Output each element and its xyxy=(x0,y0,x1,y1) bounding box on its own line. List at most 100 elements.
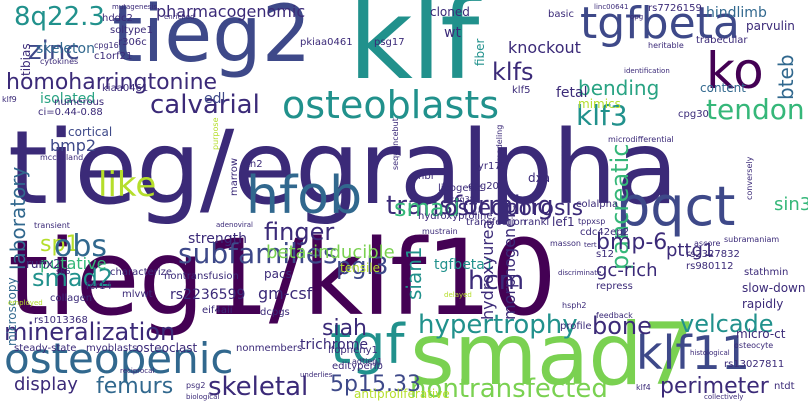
word-hcm: hcm xyxy=(468,266,525,296)
word-mutagenesis: mutagenesis xyxy=(112,3,158,11)
word-hindlimb: hindlimb xyxy=(706,5,767,21)
word-reciprocal: reciprocal xyxy=(120,367,155,375)
word-pharmacogenomic: pharmacogenomic xyxy=(156,2,306,21)
word-perimeter: perimeter xyxy=(660,374,769,399)
word-mcclelland: mcclelland xyxy=(40,153,84,162)
word-klf: klf xyxy=(348,0,479,105)
word-putative: putative xyxy=(40,254,107,273)
word-tgfbeta1: tgfbeta1 xyxy=(434,257,494,273)
word-feedback: feedback xyxy=(596,311,633,320)
word-stathmin: stathmin xyxy=(744,267,789,278)
word-dcpgs: dcpgs xyxy=(260,307,290,318)
word-nontransfusion: nontransfusion xyxy=(164,271,239,282)
word-skeleton: skeleton xyxy=(36,41,95,57)
word-smad7: smad7 xyxy=(410,305,697,404)
word-rs2236599: rs2236599 xyxy=(170,287,246,303)
word-tensile: tensile xyxy=(340,261,380,275)
word-gc-rich: gc-rich xyxy=(596,260,658,281)
word-subfamilies: subfamilies xyxy=(178,237,338,270)
word-tgfbeta: tgfbeta xyxy=(580,0,740,49)
word-conversely: conversely xyxy=(745,156,754,200)
word-soltype1: soltype1 xyxy=(110,25,153,36)
word-homoharringtonine: homoharringtonine xyxy=(6,70,218,95)
word-underlies: underlies xyxy=(300,371,333,379)
word-bmp2: bmp2 xyxy=(50,136,97,155)
word-kiaa0461: kiaa0461 xyxy=(102,83,149,94)
word-bone: bone xyxy=(592,312,652,340)
word-cpg16: cpg16 xyxy=(94,41,119,50)
word-pkiaa0461: pkiaa0461 xyxy=(300,37,353,48)
word-th2: th2 xyxy=(246,159,263,170)
word-hydroxyproline: hydroxyproline xyxy=(418,211,493,222)
word-hddc2: hddc2 xyxy=(102,13,133,24)
word-rankl: rankl xyxy=(524,217,550,228)
word-transfection: transfection xyxy=(466,217,527,228)
word-profile: profile xyxy=(560,321,592,332)
word-smad2: smad2 xyxy=(32,264,114,292)
word-psg2: psg2 xyxy=(186,381,206,390)
word-osteocyte: osteocyte xyxy=(734,341,774,350)
word-slow-down: slow-down xyxy=(742,281,806,295)
word-wt: wt xyxy=(444,25,461,41)
word-enriched: enriched xyxy=(164,13,195,21)
word-bmp-6: bmp-6 xyxy=(596,230,668,255)
word-antiproliferative: antiproliferative xyxy=(354,387,450,401)
word-ko: ko xyxy=(706,42,764,100)
word-rs13027811: rs13027811 xyxy=(724,359,785,370)
word-repress: repress xyxy=(596,281,633,292)
word-tieg1-klf10: tieg1/klf10 xyxy=(8,217,557,339)
word-basic: basic xyxy=(548,9,574,20)
word-collagen: collagen xyxy=(50,293,93,304)
word-knockout: knockout xyxy=(508,38,581,57)
word-opg: opg xyxy=(630,13,644,21)
word-steady-state: steady-state xyxy=(14,343,77,354)
word-purpose: purpose xyxy=(211,117,220,151)
word-zinc: zinc xyxy=(28,36,80,66)
word-colalpha: colalpha xyxy=(576,199,619,210)
word-laboratory: laboratory xyxy=(6,166,30,270)
word-ntdt: ntdt xyxy=(774,381,795,392)
word-cloned: cloned xyxy=(430,5,470,19)
word-s86: s86 xyxy=(56,267,71,276)
word-rs1013368: rs1013368 xyxy=(34,315,88,326)
word-osteoclast: osteoclast xyxy=(136,341,198,355)
word-adtieg1: adtieg1 xyxy=(352,357,383,366)
word-ascore: ascore xyxy=(694,239,721,248)
word-mlvwt: mlvwt xyxy=(122,289,153,300)
word-trabecular: trabecular xyxy=(696,35,748,46)
word-transforming: transforming xyxy=(386,191,554,221)
word-tibias: tibias xyxy=(19,43,33,76)
word-klf4: klf4 xyxy=(636,383,651,392)
word-mineralization: mineralization xyxy=(4,318,176,346)
word-tgf: tgf xyxy=(330,313,405,376)
word-myoblasts: myoblasts xyxy=(86,343,138,354)
word-cpg20: cpg20 xyxy=(468,181,499,192)
word-klf3: klf3 xyxy=(576,99,628,132)
word-cytokines: cytokines xyxy=(40,57,79,66)
word-rs7726159: rs7726159 xyxy=(648,3,702,14)
word-8q22-3: 8q22.3 xyxy=(14,2,105,32)
word-parvulin: parvulin xyxy=(746,19,795,33)
word-microdifferential: microdifferential xyxy=(608,135,674,144)
word-discriminate: discriminate xyxy=(558,269,602,277)
word-tyr179: tyr179 xyxy=(474,161,508,172)
word-s12: s12 xyxy=(596,249,614,260)
word-pqct: pqct xyxy=(616,175,736,238)
word-gm-csf: gm-csf xyxy=(258,284,313,303)
word-sin3-histone: sin3-histone xyxy=(774,194,808,215)
word-subramaniam: subramaniam xyxy=(724,235,780,244)
word-content: content xyxy=(700,81,746,95)
word-obs: obs xyxy=(54,229,108,264)
word-klfs: klfs xyxy=(492,58,534,86)
word-calvarial: calvarial xyxy=(150,90,260,120)
word-klf11: klf11 xyxy=(636,326,751,380)
word-beta-inducible: beta-inducible xyxy=(266,242,395,263)
word-employed: employed xyxy=(8,299,43,307)
word-bending: bending xyxy=(578,76,660,100)
word-remodeling: remodeling xyxy=(495,124,504,170)
word-nontransfected: nontransfected xyxy=(410,374,608,404)
word-rs2327832: rs2327832 xyxy=(686,249,740,260)
word-isolated: isolated xyxy=(40,91,96,107)
word-lfopheny1: lfopheny1 xyxy=(328,345,378,356)
